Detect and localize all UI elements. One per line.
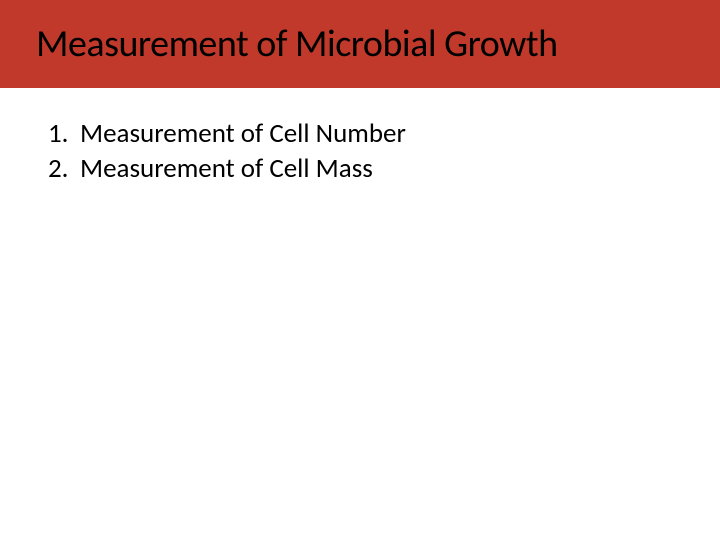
- list-marker: 1.: [48, 116, 80, 151]
- list-marker: 2.: [48, 151, 80, 186]
- list-item-text: Measurement of Cell Mass: [80, 151, 373, 186]
- body-area: 1. Measurement of Cell Number 2. Measure…: [0, 88, 720, 186]
- list-item: 1. Measurement of Cell Number: [48, 116, 672, 151]
- slide-title: Measurement of Microbial Growth: [36, 21, 558, 67]
- slide: Measurement of Microbial Growth 1. Measu…: [0, 0, 720, 540]
- list-item-text: Measurement of Cell Number: [80, 116, 406, 151]
- numbered-list: 1. Measurement of Cell Number 2. Measure…: [48, 116, 672, 186]
- title-bar: Measurement of Microbial Growth: [0, 0, 720, 88]
- list-item: 2. Measurement of Cell Mass: [48, 151, 672, 186]
